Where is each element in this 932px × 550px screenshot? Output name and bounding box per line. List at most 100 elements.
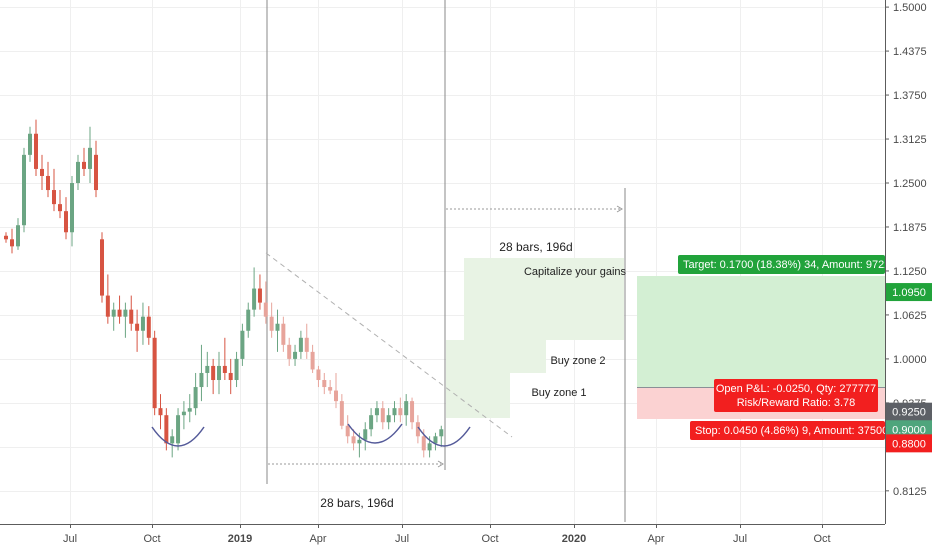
candle[interactable]	[170, 429, 175, 458]
price-tag-bg	[886, 420, 932, 439]
candle[interactable]	[58, 190, 62, 219]
candle[interactable]	[94, 140, 98, 198]
candle[interactable]	[269, 302, 274, 338]
candle[interactable]	[415, 415, 420, 444]
candle[interactable]	[345, 415, 350, 444]
target-label[interactable]: Target: 0.1700 (18.38%) 34, Amount: 9722	[678, 255, 890, 274]
price-tag[interactable]: 0.9250	[886, 402, 932, 421]
candle[interactable]	[111, 302, 116, 331]
target-profit-box[interactable]	[637, 276, 885, 387]
zone-buy-2-box[interactable]	[446, 340, 546, 373]
candle[interactable]	[310, 344, 315, 373]
candle[interactable]	[217, 351, 221, 395]
candle[interactable]	[123, 302, 128, 338]
candle[interactable]	[52, 168, 56, 212]
candle[interactable]	[316, 365, 321, 388]
price-tag[interactable]: 1.0950	[886, 283, 932, 302]
candle[interactable]	[211, 358, 216, 395]
candle[interactable]	[70, 175, 74, 247]
candle[interactable]	[304, 323, 309, 359]
candle[interactable]	[158, 394, 163, 430]
range-label-bottom: 28 bars, 196d	[320, 496, 393, 510]
candle[interactable]	[64, 197, 68, 240]
candle[interactable]	[334, 372, 338, 409]
candle[interactable]	[82, 147, 86, 176]
price-tag[interactable]: 0.9000	[886, 420, 932, 439]
candle[interactable]	[164, 408, 169, 451]
candle[interactable]	[140, 302, 145, 345]
candle-body	[246, 309, 251, 331]
zone-buy-1-label: Buy zone 1	[531, 387, 586, 399]
price-axis[interactable]: 1.5000 1.4375 1.3750 1.3125 1.2500 1.1875 1.12…	[885, 0, 932, 550]
time-axis[interactable]: Jul Oct 2019 Apr Jul Oct 2020 Apr Jul Oct	[0, 524, 932, 550]
candle[interactable]	[222, 337, 227, 381]
candle[interactable]	[322, 372, 327, 395]
candle[interactable]	[28, 126, 32, 162]
candle[interactable]	[257, 274, 262, 310]
candle[interactable]	[16, 218, 20, 250]
candle[interactable]	[199, 344, 204, 402]
stop-label[interactable]: Stop: 0.0450 (4.86%) 9, Amount: 37500	[690, 421, 888, 440]
candle[interactable]	[205, 351, 210, 388]
candle[interactable]	[152, 330, 157, 416]
candle[interactable]	[410, 397, 415, 430]
candle[interactable]	[34, 119, 38, 176]
candle[interactable]	[105, 274, 110, 324]
candle[interactable]	[398, 397, 403, 423]
candle[interactable]	[176, 408, 181, 451]
candle[interactable]	[100, 232, 104, 303]
candle[interactable]	[363, 422, 368, 451]
candle[interactable]	[40, 154, 44, 191]
candle[interactable]	[181, 401, 186, 430]
x-tick-label: Apr	[309, 533, 326, 545]
candle[interactable]	[76, 154, 80, 191]
candle[interactable]	[374, 401, 379, 423]
candle-body	[158, 408, 163, 416]
pattern-arc-3[interactable]	[417, 426, 471, 447]
candle[interactable]	[246, 302, 251, 338]
candle[interactable]	[386, 408, 391, 430]
candle[interactable]	[10, 228, 14, 254]
candle[interactable]	[433, 432, 438, 451]
zone-capitalize-box[interactable]	[464, 258, 624, 340]
trend-line[interactable]	[265, 252, 513, 438]
candle[interactable]	[117, 295, 122, 324]
pattern-arc-1[interactable]	[151, 426, 205, 447]
candle-body	[269, 316, 274, 331]
candle[interactable]	[328, 380, 333, 395]
candle[interactable]	[281, 316, 286, 352]
candle[interactable]	[298, 330, 303, 359]
candle[interactable]	[263, 281, 268, 324]
time-axis-bg	[0, 524, 932, 550]
candle[interactable]	[293, 344, 298, 366]
candle[interactable]	[135, 309, 140, 352]
candle[interactable]	[351, 429, 356, 451]
candle[interactable]	[252, 267, 257, 317]
stop-label-bg	[690, 421, 885, 440]
candle[interactable]	[240, 323, 245, 366]
candle[interactable]	[228, 358, 233, 395]
candle[interactable]	[275, 309, 280, 352]
pnl-label[interactable]: Open P&L: -0.0250, Qty: 277777 Risk/Rewa…	[714, 379, 878, 412]
candle[interactable]	[369, 408, 374, 437]
pattern-arc-2[interactable]	[347, 423, 403, 444]
candle[interactable]	[187, 394, 192, 423]
candle[interactable]	[339, 394, 344, 430]
candle[interactable]	[392, 401, 397, 423]
candle[interactable]	[380, 401, 385, 430]
candle[interactable]	[287, 337, 292, 366]
candle[interactable]	[129, 295, 134, 331]
candle[interactable]	[439, 425, 444, 447]
candle[interactable]	[404, 394, 409, 426]
price-tag[interactable]: 0.8800	[886, 434, 932, 453]
candle[interactable]	[88, 126, 92, 184]
candle[interactable]	[234, 351, 239, 388]
candle[interactable]	[22, 147, 26, 233]
candle[interactable]	[46, 161, 50, 198]
candle-body	[135, 323, 140, 331]
candle[interactable]	[146, 306, 151, 345]
candle[interactable]	[4, 232, 8, 243]
range-lines	[266, 0, 626, 522]
candle[interactable]	[193, 372, 198, 416]
